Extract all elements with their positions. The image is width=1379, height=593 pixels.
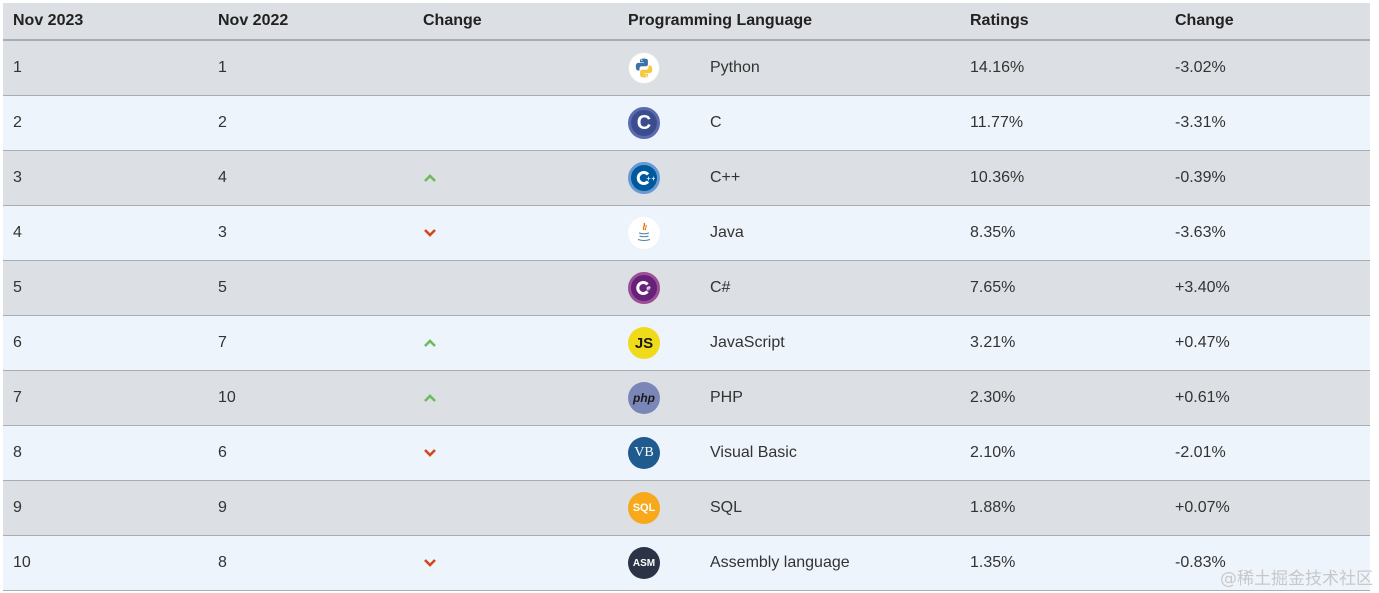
header-change: Change xyxy=(423,12,482,29)
rating-change-value: +0.47% xyxy=(1175,334,1230,351)
trend-up-icon xyxy=(423,316,437,370)
language-name: Visual Basic xyxy=(710,444,797,461)
language-name: C xyxy=(710,114,722,131)
rank-nov-2022: 8 xyxy=(218,554,227,571)
rating-value: 2.10% xyxy=(970,444,1016,461)
table-row: 1 1 Python 14.16% -3.02% xyxy=(3,41,1370,96)
python-logo-icon xyxy=(628,41,660,95)
csharp-logo-icon: # xyxy=(628,261,660,315)
rank-nov-2022: 2 xyxy=(218,114,227,131)
svg-text:++: ++ xyxy=(646,176,655,183)
rating-value: 3.21% xyxy=(970,334,1016,351)
rank-nov-2023: 4 xyxy=(13,224,22,241)
java-logo-icon xyxy=(628,206,660,260)
rating-value: 7.65% xyxy=(970,279,1016,296)
rank-nov-2023: 3 xyxy=(13,169,22,186)
rating-change-value: -0.39% xyxy=(1175,169,1226,186)
table-row: 6 7 JS JavaScript 3.21% +0.47% xyxy=(3,316,1370,371)
rank-nov-2022: 5 xyxy=(218,279,227,296)
table-row: 4 3 Java 8.35% -3.63% xyxy=(3,206,1370,261)
language-name: Java xyxy=(710,224,744,241)
table-row: 8 6 VB Visual Basic 2.10% -2.01% xyxy=(3,426,1370,481)
table-header-row: Nov 2023 Nov 2022 Change Programming Lan… xyxy=(3,3,1370,41)
rating-change-value: -3.02% xyxy=(1175,59,1226,76)
header-nov-2023: Nov 2023 xyxy=(13,12,84,29)
rating-change-value: -3.31% xyxy=(1175,114,1226,131)
rating-change-value: +0.07% xyxy=(1175,499,1230,516)
header-programming-language: Programming Language xyxy=(628,12,813,29)
rank-nov-2023: 10 xyxy=(13,554,31,571)
sql-logo-icon: SQL xyxy=(628,481,660,535)
language-name: C# xyxy=(710,279,731,296)
rank-nov-2023: 9 xyxy=(13,499,22,516)
rating-change-value: +0.61% xyxy=(1175,389,1230,406)
trend-up-icon xyxy=(423,371,437,425)
cpp-logo-icon: ++ xyxy=(628,151,660,205)
tiobe-index-table: Nov 2023 Nov 2022 Change Programming Lan… xyxy=(3,3,1370,591)
rank-nov-2022: 3 xyxy=(218,224,227,241)
rating-change-value: -3.63% xyxy=(1175,224,1226,241)
rating-value: 14.16% xyxy=(970,59,1025,76)
watermark-text: @稀土掘金技术社区 xyxy=(1220,569,1373,589)
rating-value: 1.88% xyxy=(970,499,1016,516)
rating-value: 2.30% xyxy=(970,389,1016,406)
rank-nov-2022: 6 xyxy=(218,444,227,461)
rating-value: 10.36% xyxy=(970,169,1025,186)
rank-nov-2023: 2 xyxy=(13,114,22,131)
trend-down-icon xyxy=(423,536,437,590)
rating-change-value: +3.40% xyxy=(1175,279,1230,296)
c-logo-icon: C xyxy=(628,96,660,150)
table-row: 3 4 ++ C++ 10.36% -0.39% xyxy=(3,151,1370,206)
trend-down-icon xyxy=(423,426,437,480)
trend-down-icon xyxy=(423,206,437,260)
language-name: C++ xyxy=(710,169,741,186)
rating-change-value: -2.01% xyxy=(1175,444,1226,461)
language-name: SQL xyxy=(710,499,743,516)
rating-value: 8.35% xyxy=(970,224,1016,241)
table-row: 5 5 # C# 7.65% +3.40% xyxy=(3,261,1370,316)
rank-nov-2022: 9 xyxy=(218,499,227,516)
language-name: Python xyxy=(710,59,760,76)
table-row: 2 2 C C 11.77% -3.31% xyxy=(3,96,1370,151)
table-row: 9 9 SQL SQL 1.88% +0.07% xyxy=(3,481,1370,536)
rank-nov-2023: 1 xyxy=(13,59,22,76)
language-name: Assembly language xyxy=(710,554,850,571)
rank-nov-2022: 1 xyxy=(218,59,227,76)
rank-nov-2022: 10 xyxy=(218,389,236,406)
table-row: 7 10 php PHP 2.30% +0.61% xyxy=(3,371,1370,426)
table-row: 10 8 ASM Assembly language 1.35% -0.83% xyxy=(3,536,1370,591)
rank-nov-2023: 8 xyxy=(13,444,22,461)
assembly-logo-icon: ASM xyxy=(628,536,660,590)
rank-nov-2023: 6 xyxy=(13,334,22,351)
header-ratings-change: Change xyxy=(1175,12,1234,29)
rank-nov-2022: 4 xyxy=(218,169,227,186)
svg-text:#: # xyxy=(646,286,651,293)
rating-change-value: -0.83% xyxy=(1175,554,1226,571)
visual-basic-logo-icon: VB xyxy=(628,426,660,480)
header-nov-2022: Nov 2022 xyxy=(218,12,289,29)
rating-value: 11.77% xyxy=(970,114,1024,131)
language-name: PHP xyxy=(710,389,743,406)
javascript-logo-icon: JS xyxy=(628,316,660,370)
php-logo-icon: php xyxy=(628,371,660,425)
language-name: JavaScript xyxy=(710,334,785,351)
rank-nov-2022: 7 xyxy=(218,334,227,351)
rank-nov-2023: 7 xyxy=(13,389,22,406)
rating-value: 1.35% xyxy=(970,554,1016,571)
rank-nov-2023: 5 xyxy=(13,279,22,296)
trend-up-icon xyxy=(423,151,437,205)
header-ratings: Ratings xyxy=(970,12,1029,29)
